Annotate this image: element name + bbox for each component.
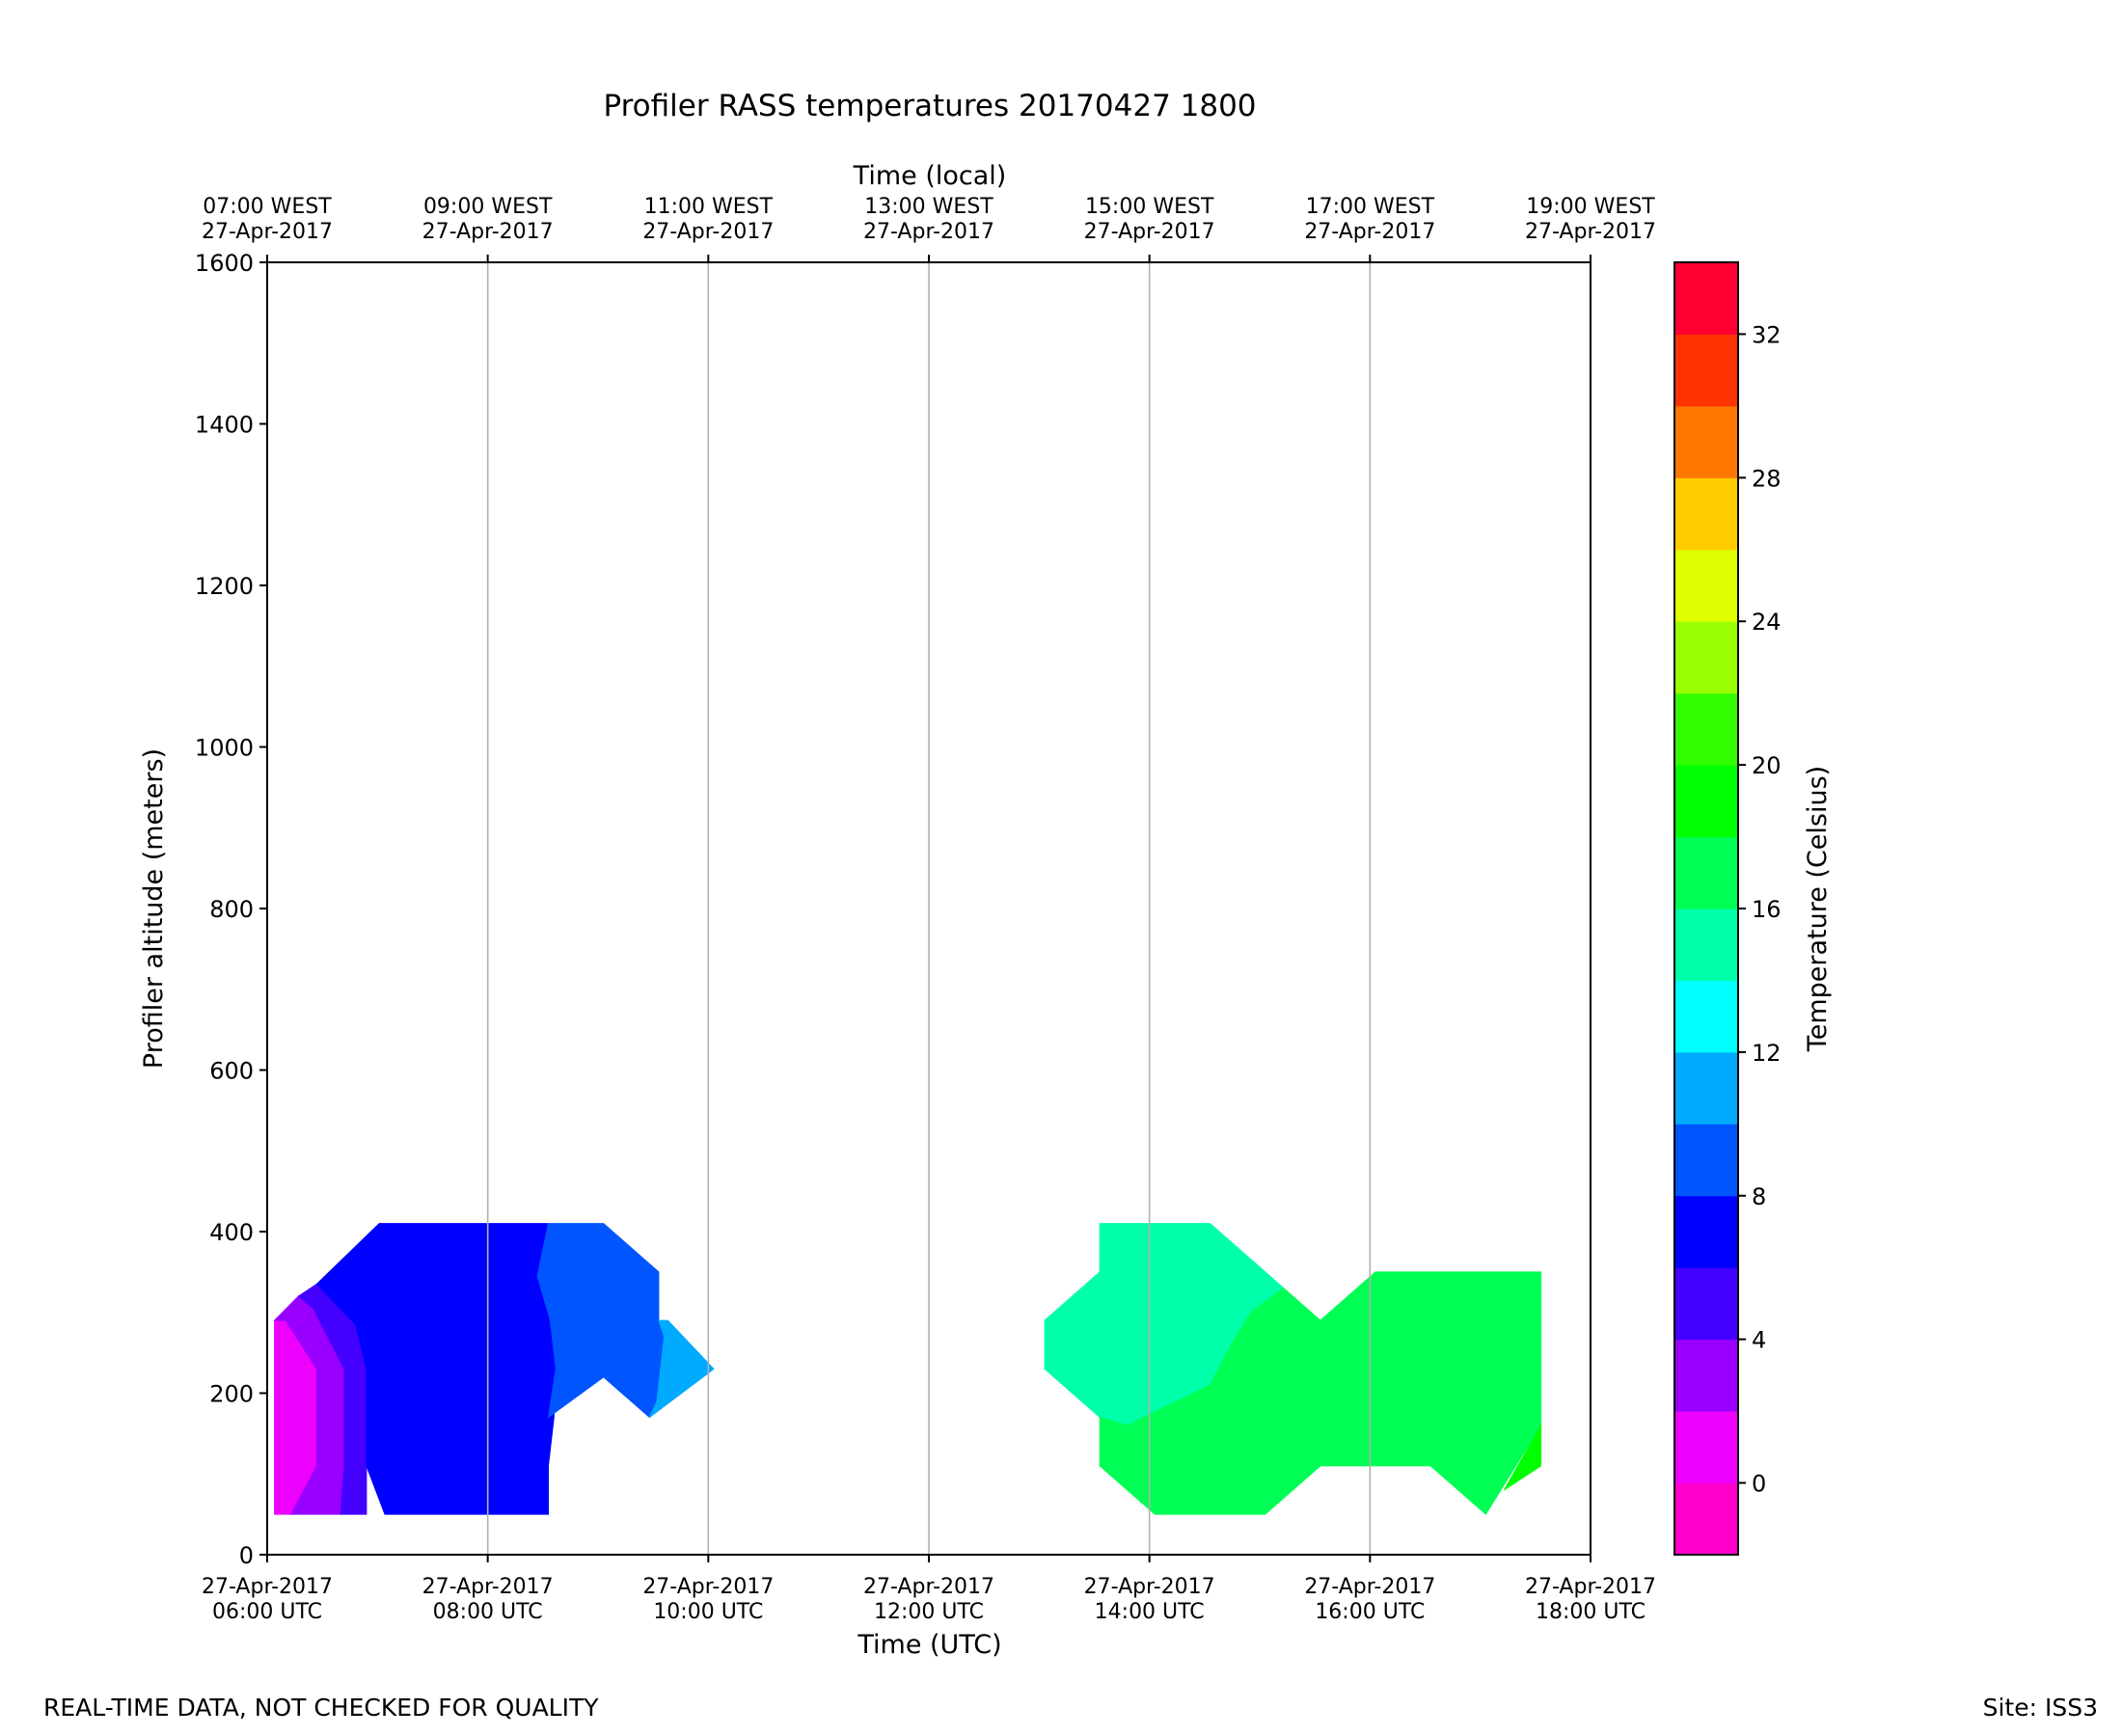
top-axis-label: Time (local) [853, 161, 1007, 191]
bottom-tick-label: 27-Apr-2017 [1084, 1575, 1215, 1599]
y-tick-label: 1600 [195, 250, 254, 277]
y-tick-label: 0 [239, 1542, 254, 1569]
chart-title: Profiler RASS temperatures 20170427 1800 [603, 89, 1256, 123]
temperature-region-16-18 [1099, 1271, 1541, 1515]
colorbar-tick-label: 8 [1752, 1183, 1766, 1210]
colorbar-swatch [1674, 1411, 1738, 1484]
top-tick-label: 27-Apr-2017 [422, 220, 554, 244]
colorbar-swatch [1674, 1339, 1738, 1412]
top-tick-label: 27-Apr-2017 [642, 220, 774, 244]
y-axis-label: Profiler altitude (meters) [139, 748, 169, 1069]
top-tick-label: 07:00 WEST [203, 195, 332, 219]
colorbar-tick-label: 0 [1752, 1471, 1766, 1498]
y-tick-label: 600 [209, 1058, 254, 1085]
footer-site: Site: ISS3 [1983, 1694, 2098, 1722]
top-tick-label: 17:00 WEST [1306, 195, 1435, 219]
top-tick-label: 27-Apr-2017 [202, 220, 333, 244]
bottom-tick-label: 27-Apr-2017 [422, 1575, 554, 1599]
colorbar-swatch [1674, 1482, 1738, 1556]
colorbar: 0 4 8 12 16 20 24 28 32 [1674, 262, 1782, 1556]
colorbar-swatch [1674, 477, 1738, 551]
colorbar-swatch [1674, 1124, 1738, 1197]
bottom-tick-label: 10:00 UTC [653, 1600, 763, 1624]
colorbar-swatch [1674, 1051, 1738, 1125]
bottom-tick-label: 12:00 UTC [874, 1600, 984, 1624]
colorbar-swatch [1674, 621, 1738, 694]
top-tick-label: 15:00 WEST [1085, 195, 1214, 219]
colorbar-swatch [1674, 1195, 1738, 1268]
colorbar-tick-label: 28 [1752, 465, 1782, 492]
bottom-tick-label: 14:00 UTC [1095, 1600, 1205, 1624]
colorbar-swatch [1674, 836, 1738, 909]
y-tick-label: 200 [209, 1381, 254, 1408]
colorbar-swatch [1674, 405, 1738, 478]
colorbar-swatch [1674, 692, 1738, 766]
colorbar-swatch [1674, 334, 1738, 407]
top-tick-label: 27-Apr-2017 [1084, 220, 1215, 244]
colorbar-swatch [1674, 262, 1738, 335]
y-tick-label: 1200 [195, 573, 254, 600]
colorbar-frame [1673, 261, 1739, 1556]
footer-quality-note: REAL-TIME DATA, NOT CHECKED FOR QUALITY [43, 1694, 599, 1722]
bottom-tick-label: 27-Apr-2017 [1304, 1575, 1435, 1599]
y-tick-label: 1000 [195, 735, 254, 762]
colorbar-swatch [1674, 765, 1738, 838]
top-tick-label: 11:00 WEST [644, 195, 774, 219]
top-tick-label: 27-Apr-2017 [1304, 220, 1435, 244]
bottom-tick-label: 06:00 UTC [212, 1600, 322, 1624]
temperature-region-18-20 [1503, 1424, 1541, 1491]
top-tick-label: 19:00 WEST [1526, 195, 1655, 219]
bottom-tick-label: 18:00 UTC [1536, 1600, 1646, 1624]
bottom-tick-label: 16:00 UTC [1315, 1600, 1425, 1624]
bottom-tick-label: 27-Apr-2017 [642, 1575, 774, 1599]
y-tick-label: 400 [209, 1219, 254, 1246]
y-tick-label: 1400 [195, 412, 254, 439]
colorbar-tick-label: 24 [1752, 609, 1782, 636]
colorbar-tick-label: 20 [1752, 752, 1782, 779]
top-tick-label: 27-Apr-2017 [1525, 220, 1656, 244]
colorbar-tick-label: 12 [1752, 1040, 1782, 1067]
top-tick-label: 27-Apr-2017 [863, 220, 994, 244]
top-tick-label: 13:00 WEST [864, 195, 993, 219]
top-tick-label: 09:00 WEST [423, 195, 553, 219]
contour-fill-layer [273, 1223, 1541, 1515]
colorbar-swatch [1674, 980, 1738, 1053]
x-axis-label: Time (UTC) [857, 1630, 1001, 1660]
temperature-region-10-12 [648, 1319, 715, 1418]
colorbar-label: Temperature (Celsius) [1803, 766, 1833, 1052]
colorbar-swatch [1674, 1267, 1738, 1341]
y-axis-ticks: 0 200 400 600 800 1000 1200 1400 1600 [195, 250, 267, 1569]
colorbar-swatch [1674, 549, 1738, 622]
bottom-tick-label: 08:00 UTC [433, 1600, 543, 1624]
colorbar-tick-label: 4 [1752, 1327, 1766, 1354]
colorbar-swatch [1674, 909, 1738, 981]
bottom-tick-label: 27-Apr-2017 [202, 1575, 333, 1599]
colorbar-tick-label: 32 [1752, 321, 1782, 348]
vertical-grid-lines [486, 262, 1372, 1555]
bottom-tick-label: 27-Apr-2017 [863, 1575, 994, 1599]
colorbar-tick-label: 16 [1752, 896, 1782, 923]
y-tick-label: 800 [209, 896, 254, 923]
bottom-tick-label: 27-Apr-2017 [1525, 1575, 1656, 1599]
